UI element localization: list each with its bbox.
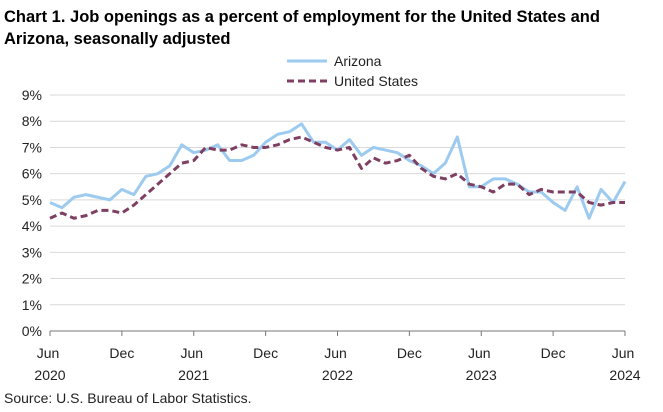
x-tick-label: Dec bbox=[109, 345, 134, 361]
y-tick-label: 7% bbox=[22, 139, 42, 155]
y-tick-label: 4% bbox=[22, 218, 42, 234]
y-tick-label: 2% bbox=[22, 271, 42, 287]
x-tick-label: Jun 2021 bbox=[178, 345, 209, 383]
y-tick-label: 0% bbox=[22, 323, 42, 339]
source: Source: U.S. Bureau of Labor Statistics. bbox=[4, 390, 251, 406]
y-tick-label: 6% bbox=[22, 166, 42, 182]
x-tick-label: Jun 2020 bbox=[34, 345, 65, 383]
legend-label: United States bbox=[334, 73, 418, 89]
y-tick-label: 3% bbox=[22, 244, 42, 260]
legend-label: Arizona bbox=[334, 53, 382, 69]
x-tick-label: Dec bbox=[541, 345, 566, 361]
y-tick-label: 5% bbox=[22, 192, 42, 208]
y-tick-label: 8% bbox=[22, 113, 42, 129]
y-tick-label: 9% bbox=[22, 87, 42, 103]
y-tick-label: 1% bbox=[22, 297, 42, 313]
line-1 bbox=[49, 135, 625, 220]
x-tick-label: Jun 2022 bbox=[322, 345, 353, 383]
x-tick-label: Dec bbox=[253, 345, 278, 361]
x-tick-label: Dec bbox=[397, 345, 422, 361]
x-tick-label: Jun 2024 bbox=[609, 345, 640, 383]
chart-title: Chart 1. Job openings as a percent of em… bbox=[4, 8, 600, 48]
x-tick-label: Jun 2023 bbox=[466, 345, 497, 383]
